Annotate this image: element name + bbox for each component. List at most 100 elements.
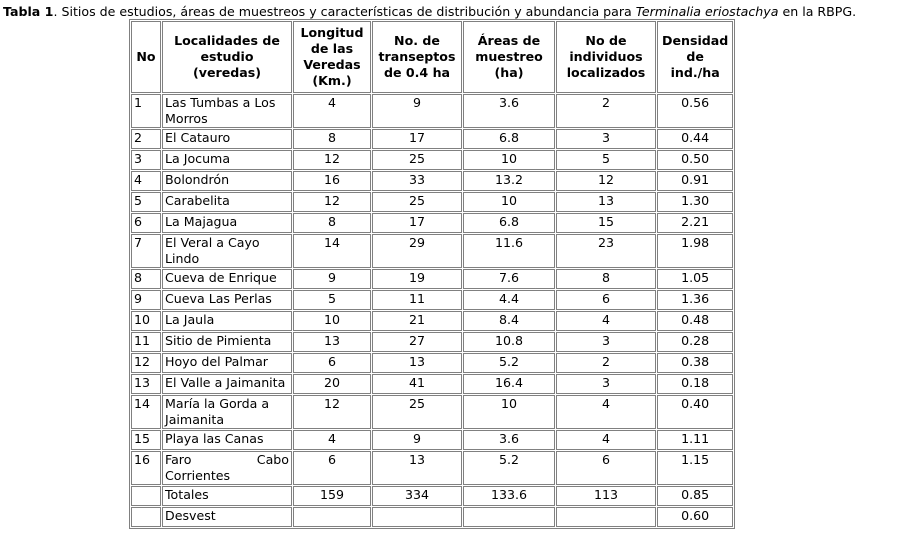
- cell-no: 7: [131, 234, 161, 268]
- cell-densidad: 1.98: [657, 234, 734, 268]
- cell-longitud: 12: [293, 192, 371, 212]
- table-row: 5 Carabelita 12 25 10 13 1.30: [131, 192, 734, 212]
- desvest-label: Desvest: [162, 507, 292, 527]
- cell-localidad: La Jocuma: [162, 150, 292, 170]
- cell-area: 11.6: [463, 234, 555, 268]
- cell-area: 5.2: [463, 451, 555, 485]
- totals-row: Totales 159 334 133.6 113 0.85: [131, 486, 734, 506]
- table-body: 1 Las Tumbas a Los Morros 4 9 3.6 2 0.56 2 El Ca…: [131, 94, 734, 527]
- table-row: 13 El Valle a Jaimanita 20 41 16.4 3 0.18: [131, 374, 734, 394]
- cell-densidad: 0.48: [657, 311, 734, 331]
- cell-no: [131, 507, 161, 527]
- cell-transeptos: 29: [372, 234, 462, 268]
- cell-localidad: Hoyo del Palmar: [162, 353, 292, 373]
- totals-label: Totales: [162, 486, 292, 506]
- cell-area: 4.4: [463, 290, 555, 310]
- totals-area: 133.6: [463, 486, 555, 506]
- cell-densidad: 0.38: [657, 353, 734, 373]
- cell-individuos: 3: [556, 129, 656, 149]
- cell-individuos: 4: [556, 430, 656, 450]
- totals-longitud: 159: [293, 486, 371, 506]
- cell-localidad: Bolondrón: [162, 171, 292, 191]
- cell-densidad: 1.36: [657, 290, 734, 310]
- cell-no: 5: [131, 192, 161, 212]
- cell-transeptos: 21: [372, 311, 462, 331]
- cell-no: 2: [131, 129, 161, 149]
- cell-transeptos: 17: [372, 213, 462, 233]
- cell-densidad: 0.28: [657, 332, 734, 352]
- cell-empty: [293, 507, 371, 527]
- cell-localidad: Carabelita: [162, 192, 292, 212]
- cell-transeptos: 13: [372, 451, 462, 485]
- caption-text: . Sitios de estudios, áreas de muestreos…: [53, 4, 636, 19]
- cell-transeptos: 9: [372, 94, 462, 128]
- cell-area: 10.8: [463, 332, 555, 352]
- cell-transeptos: 9: [372, 430, 462, 450]
- cell-localidad: María la Gorda a Jaimanita: [162, 395, 292, 429]
- data-table: No Localidades de estudio (veredas) Long…: [129, 19, 736, 529]
- cell-no: 10: [131, 311, 161, 331]
- totals-individuos: 113: [556, 486, 656, 506]
- cell-longitud: 4: [293, 94, 371, 128]
- cell-longitud: 12: [293, 150, 371, 170]
- cell-no: 14: [131, 395, 161, 429]
- header-row: No Localidades de estudio (veredas) Long…: [131, 21, 734, 93]
- cell-transeptos: 17: [372, 129, 462, 149]
- cell-longitud: 14: [293, 234, 371, 268]
- table-row: 4 Bolondrón 16 33 13.2 12 0.91: [131, 171, 734, 191]
- cell-localidad: La Majagua: [162, 213, 292, 233]
- cell-no: 13: [131, 374, 161, 394]
- cell-longitud: 6: [293, 353, 371, 373]
- cell-no: 3: [131, 150, 161, 170]
- cell-longitud: 13: [293, 332, 371, 352]
- cell-localidad: Cueva Las Perlas: [162, 290, 292, 310]
- table-row: 7 El Veral a Cayo Lindo 14 29 11.6 23 1.98: [131, 234, 734, 268]
- table-row: 8 Cueva de Enrique 9 19 7.6 8 1.05: [131, 269, 734, 289]
- cell-area: 5.2: [463, 353, 555, 373]
- cell-no: 12: [131, 353, 161, 373]
- cell-densidad: 1.11: [657, 430, 734, 450]
- cell-longitud: 5: [293, 290, 371, 310]
- cell-empty: [372, 507, 462, 527]
- cell-individuos: 3: [556, 374, 656, 394]
- cell-transeptos: 27: [372, 332, 462, 352]
- cell-no: [131, 486, 161, 506]
- cell-no: 6: [131, 213, 161, 233]
- cell-transeptos: 25: [372, 192, 462, 212]
- cell-individuos: 4: [556, 395, 656, 429]
- cell-empty: [463, 507, 555, 527]
- cell-localidad: El Veral a Cayo Lindo: [162, 234, 292, 268]
- cell-transeptos: 41: [372, 374, 462, 394]
- cell-empty: [556, 507, 656, 527]
- header-no: No: [131, 21, 161, 93]
- cell-individuos: 8: [556, 269, 656, 289]
- cell-densidad: 0.40: [657, 395, 734, 429]
- cell-longitud: 8: [293, 213, 371, 233]
- cell-individuos: 15: [556, 213, 656, 233]
- table-row: 11 Sitio de Pimienta 13 27 10.8 3 0.28: [131, 332, 734, 352]
- cell-longitud: 4: [293, 430, 371, 450]
- caption-species: Terminalia eriostachya: [635, 4, 779, 19]
- table-row: 2 El Catauro 8 17 6.8 3 0.44: [131, 129, 734, 149]
- cell-longitud: 9: [293, 269, 371, 289]
- table-row: 6 La Majagua 8 17 6.8 15 2.21: [131, 213, 734, 233]
- cell-area: 3.6: [463, 430, 555, 450]
- cell-localidad: La Jaula: [162, 311, 292, 331]
- cell-localidad: Cueva de Enrique: [162, 269, 292, 289]
- cell-no: 1: [131, 94, 161, 128]
- cell-no: 15: [131, 430, 161, 450]
- cell-densidad: 0.91: [657, 171, 734, 191]
- totals-transeptos: 334: [372, 486, 462, 506]
- cell-densidad: 1.15: [657, 451, 734, 485]
- cell-no: 11: [131, 332, 161, 352]
- cell-area: 16.4: [463, 374, 555, 394]
- cell-no: 4: [131, 171, 161, 191]
- cell-area: 6.8: [463, 213, 555, 233]
- cell-individuos: 4: [556, 311, 656, 331]
- cell-no: 8: [131, 269, 161, 289]
- table-row: 15 Playa las Canas 4 9 3.6 4 1.11: [131, 430, 734, 450]
- table-row: 3 La Jocuma 12 25 10 5 0.50: [131, 150, 734, 170]
- cell-localidad: El Valle a Jaimanita: [162, 374, 292, 394]
- desvest-row: Desvest 0.60: [131, 507, 734, 527]
- cell-transeptos: 13: [372, 353, 462, 373]
